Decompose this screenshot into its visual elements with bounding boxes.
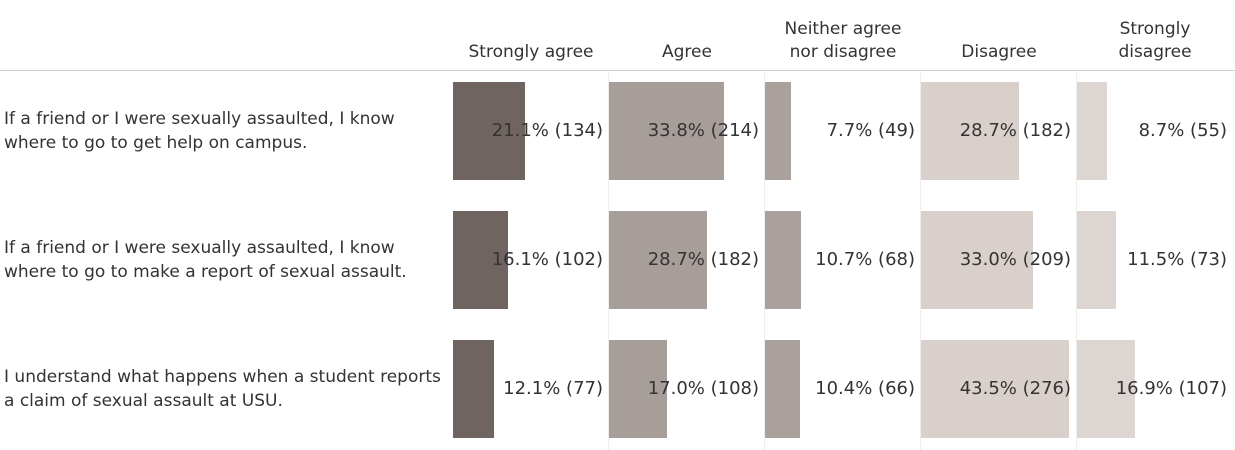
value-label: 16.9% (107) [1115,378,1227,399]
row-label: I understand what happens when a student… [4,366,441,411]
column-header: Disagree [961,42,1037,62]
value-label: 11.5% (73) [1127,249,1227,270]
value-label: 7.7% (49) [826,120,915,141]
value-label: 28.7% (182) [959,120,1071,141]
bar [921,210,1034,309]
bar [609,81,725,180]
bar [765,81,792,180]
column-divider [764,72,765,450]
value-label: 33.8% (214) [647,120,759,141]
bar [453,210,508,309]
bar [1077,339,1135,438]
column-header: Strongly disagree [1118,19,1192,62]
bar [609,339,667,438]
column-divider [920,72,921,450]
column-header: Neither agree nor disagree [784,19,902,62]
bar [921,339,1070,438]
bar [921,81,1019,180]
value-label: 28.7% (182) [647,249,759,270]
bar [765,210,802,309]
column-header: Agree [662,42,712,62]
bar [765,339,801,438]
value-label: 33.0% (209) [959,249,1071,270]
value-label: 12.1% (77) [503,378,603,399]
bar [609,210,707,309]
value-label: 10.4% (66) [815,378,915,399]
header-rule [0,70,1235,71]
value-label: 43.5% (276) [959,378,1071,399]
value-label: 10.7% (68) [815,249,915,270]
column-divider [608,72,609,450]
column-divider [1076,72,1077,450]
row-label: If a friend or I were sexually assaulted… [4,108,395,153]
value-label: 8.7% (55) [1138,120,1227,141]
row-label: If a friend or I were sexually assaulted… [4,237,407,282]
value-label: 17.0% (108) [647,378,759,399]
column-header: Strongly agree [468,42,594,62]
value-label: 21.1% (134) [491,120,603,141]
value-label: 16.1% (102) [491,249,603,270]
bar [1077,81,1107,180]
bar [1077,210,1117,309]
bar [453,81,525,180]
bar [453,339,495,438]
